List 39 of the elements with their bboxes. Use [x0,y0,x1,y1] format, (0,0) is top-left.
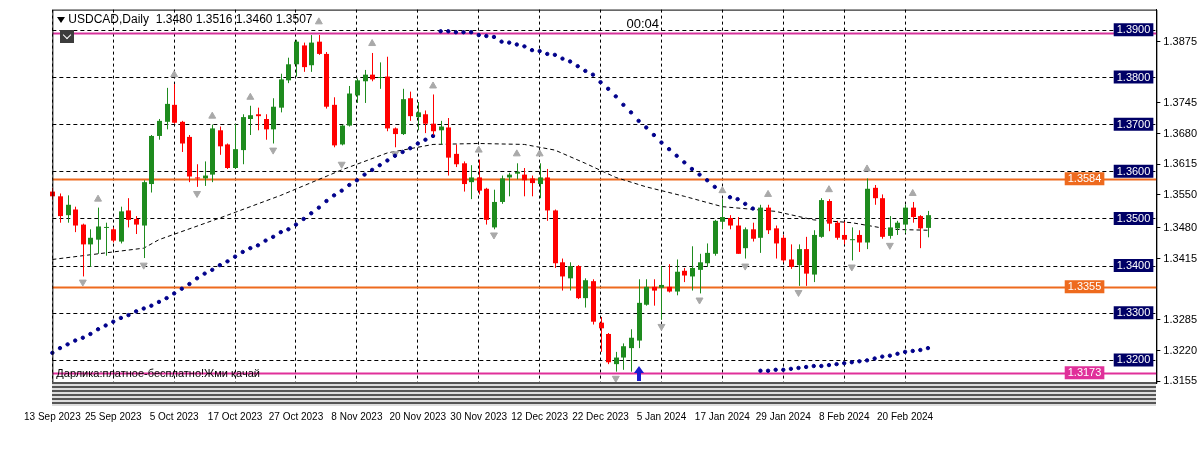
y-tick-label: 1.3680 [1163,126,1198,139]
y-tick-label: 1.3285 [1163,312,1198,325]
ref-line-label: 1.3584 [1067,172,1102,185]
ref-line-label: 1.3200 [1116,353,1151,366]
x-tick-label: 13 Sep 2023 [24,410,82,422]
x-tick-label: 29 Jan 2024 [755,410,812,422]
x-tick-label: 20 Feb 2024 [877,410,934,422]
x-tick-label: 30 Nov 2023 [450,410,508,422]
ref-line-label: 1.3355 [1067,280,1102,293]
y-tick-label: 1.3155 [1163,374,1198,387]
x-tick-label: 8 Nov 2023 [331,410,383,422]
x-tick-label: 22 Dec 2023 [572,410,630,422]
x-tick-label: 27 Oct 2023 [268,410,324,422]
x-tick-label: 17 Jan 2024 [694,410,751,422]
annotation: Дарлика:платное-бесплатно!Жми качай [56,367,260,380]
x-tick-label: 5 Jan 2024 [636,410,687,422]
x-tick-label: 12 Dec 2023 [511,410,569,422]
ref-line-label: 1.3400 [1116,259,1151,272]
x-tick-label: 25 Sep 2023 [84,410,143,422]
y-tick-label: 1.3550 [1163,187,1198,200]
y-tick-label: 1.3415 [1163,251,1198,264]
y-tick-label: 1.3480 [1163,220,1198,233]
y-tick-label: 1.3220 [1163,343,1198,356]
x-tick-label: 17 Oct 2023 [207,410,263,422]
ref-line-label: 1.3300 [1116,306,1151,319]
ref-line-label: 1.3900 [1116,23,1151,36]
y-tick-label: 1.3615 [1163,157,1198,170]
ref-line-label: 1.3700 [1116,117,1151,130]
annotation: 00:04 [626,16,659,32]
x-tick-label: 8 Feb 2024 [818,410,870,422]
y-tick-label: 1.3745 [1163,95,1198,108]
ref-line-label: 1.3800 [1116,70,1151,83]
y-tick-label: 1.3875 [1163,34,1198,47]
ref-line-label: 1.3500 [1116,211,1151,224]
x-tick-label: 5 Oct 2023 [149,410,200,422]
ref-line-label: 1.3600 [1116,164,1151,177]
ref-line-label: 1.3173 [1067,366,1102,379]
x-tick-label: 20 Nov 2023 [389,410,447,422]
chart-title: USDCAD,Daily 1.3480 1.3516 1.3460 1.3507 [68,11,313,26]
